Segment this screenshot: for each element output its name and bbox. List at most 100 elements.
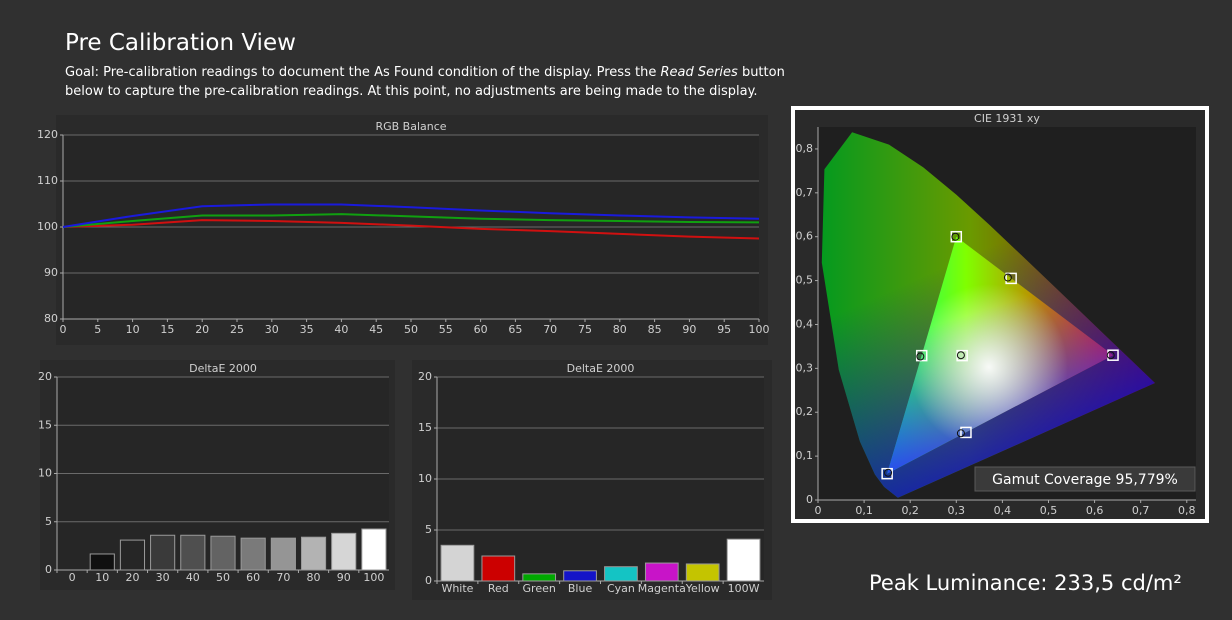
x-tick-label: 90 (682, 323, 696, 336)
x-tick-label: Magenta (638, 582, 686, 595)
x-tick-label: 100W (728, 582, 760, 595)
y-tick-label: 0 (806, 493, 813, 506)
x-tick-label: 85 (648, 323, 662, 336)
x-tick-label: 40 (186, 571, 200, 584)
y-tick-label: 0,1 (796, 449, 814, 462)
goal-emphasis: Read Series (660, 65, 738, 80)
measured-marker (956, 351, 965, 360)
x-tick-label: 20 (195, 323, 209, 336)
x-tick-label: Cyan (607, 582, 635, 595)
x-tick-label: 0 (60, 323, 67, 336)
chart-title: DeltaE 2000 (567, 362, 635, 375)
x-tick-label: 0 (69, 571, 76, 584)
measured-marker (884, 468, 893, 477)
chart-title: DeltaE 2000 (189, 362, 257, 375)
x-tick-label: 65 (508, 323, 522, 336)
measured-marker (1003, 273, 1012, 282)
y-tick-label: 10 (38, 467, 52, 480)
y-tick-label: 15 (38, 418, 52, 431)
x-tick-label: 40 (334, 323, 348, 336)
line-series (62, 219, 760, 240)
y-tick-label: 90 (44, 266, 58, 279)
goal-text: Goal: Pre-calibration readings to docume… (65, 63, 825, 101)
x-tick-label: 75 (578, 323, 592, 336)
y-tick-label: 0 (45, 563, 52, 576)
x-tick-label: 90 (337, 571, 351, 584)
measured-marker (916, 352, 925, 361)
annotation-box (974, 466, 1196, 492)
measured-marker (956, 429, 965, 438)
bar (150, 534, 176, 571)
x-tick-label: Red (488, 582, 509, 595)
y-tick-label: 0,2 (796, 405, 814, 418)
line-series (62, 213, 760, 228)
y-tick-label: 80 (44, 312, 58, 325)
y-tick-label: 0,3 (796, 361, 814, 374)
x-tick-label: 0,7 (1132, 504, 1150, 517)
bar (270, 537, 296, 571)
gamut-triangle-white (887, 236, 1114, 474)
bar (481, 555, 516, 582)
x-tick-label: 100 (363, 571, 384, 584)
y-tick-label: 0,5 (796, 274, 814, 287)
bar (89, 553, 115, 571)
bar (604, 566, 638, 582)
x-tick-label: 35 (300, 323, 314, 336)
x-tick-label: 100 (749, 323, 770, 336)
x-tick-label: 0,8 (1178, 504, 1196, 517)
x-tick-label: 70 (276, 571, 290, 584)
chart-title: RGB Balance (375, 120, 446, 133)
goal-part: button below to capture the pre-calibrat… (65, 65, 785, 99)
x-tick-label: 70 (543, 323, 557, 336)
y-tick-label: 120 (37, 128, 58, 141)
x-tick-label: 50 (404, 323, 418, 336)
y-tick-label: 10 (418, 472, 432, 485)
x-tick-label: 5 (94, 323, 101, 336)
chart-title: CIE 1931 xy (974, 112, 1040, 125)
x-tick-label: 0,2 (901, 504, 919, 517)
bar (644, 562, 679, 582)
x-tick-label: 0 (815, 504, 822, 517)
page-title: Pre Calibration View (65, 30, 296, 56)
x-tick-label: Yellow (685, 582, 720, 595)
x-tick-label: 20 (125, 571, 139, 584)
x-tick-label: 0,4 (994, 504, 1012, 517)
y-tick-label: 0,6 (796, 230, 814, 243)
target-marker (1107, 349, 1119, 361)
bar (726, 538, 761, 582)
x-tick-label: 0,3 (948, 504, 966, 517)
x-tick-label: Blue (568, 582, 593, 595)
bar (119, 539, 146, 571)
x-tick-label: 10 (95, 571, 109, 584)
bar (210, 535, 236, 571)
bar (563, 570, 597, 582)
x-tick-label: White (441, 582, 473, 595)
x-tick-label: 0,5 (1040, 504, 1058, 517)
y-tick-label: 20 (38, 370, 52, 383)
bar (180, 534, 206, 571)
annotation: Gamut Coverage 95,779% (992, 472, 1178, 488)
target-marker (881, 467, 893, 480)
target-marker (950, 230, 963, 243)
bar (300, 536, 327, 571)
x-tick-label: 10 (126, 323, 140, 336)
x-tick-label: 80 (613, 323, 627, 336)
x-tick-label: 0,6 (1086, 504, 1104, 517)
y-tick-label: 0,7 (796, 186, 814, 199)
y-tick-label: 5 (425, 523, 432, 536)
y-tick-label: 0,4 (796, 317, 814, 330)
x-tick-label: 0,1 (855, 504, 873, 517)
bar (685, 563, 720, 582)
target-marker (960, 426, 972, 439)
x-tick-label: 30 (156, 571, 170, 584)
y-tick-label: 5 (45, 515, 52, 528)
y-tick-label: 20 (418, 370, 432, 383)
x-tick-label: 55 (439, 323, 453, 336)
x-tick-label: 60 (474, 323, 488, 336)
y-tick-label: 0 (425, 574, 432, 587)
measured-marker (1106, 351, 1115, 360)
y-tick-label: 100 (37, 220, 58, 233)
bar (240, 537, 266, 571)
